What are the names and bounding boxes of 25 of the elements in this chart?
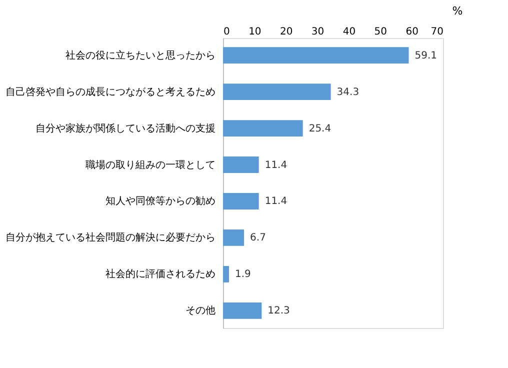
x-tick-label: 0 xyxy=(224,26,230,38)
x-tick-label: 10 xyxy=(248,26,262,38)
x-tick-label: 60 xyxy=(406,26,418,38)
data-label: 34.3 xyxy=(336,86,360,98)
data-label: 1.9 xyxy=(234,269,251,280)
data-label: 59.1 xyxy=(414,50,438,62)
y-tick-label: 自分や家族が関係している活動への支援 xyxy=(36,122,216,134)
data-label: 6.7 xyxy=(250,232,266,244)
x-tick-label: 50 xyxy=(374,26,388,38)
x-axis-title: % xyxy=(452,4,463,18)
x-tick-label: 30 xyxy=(311,26,324,38)
data-label: 25.4 xyxy=(308,123,332,134)
data-label: 11.4 xyxy=(264,160,288,171)
y-tick-label: 知人や同僚等からの勧め xyxy=(106,195,216,208)
x-tick-label: 20 xyxy=(280,26,293,38)
x-tick-label: 70 xyxy=(430,26,444,38)
y-tick-label: 社会的に評価されるため xyxy=(106,268,216,280)
x-tick-label: 40 xyxy=(342,26,356,38)
y-tick-label: 社会の役に立ちたいと思ったから xyxy=(66,49,216,62)
y-tick-label: 職場の取り組みの一環として xyxy=(86,158,216,171)
data-label: 12.3 xyxy=(268,306,290,317)
data-label: 11.4 xyxy=(264,196,288,208)
y-tick-label: その他 xyxy=(186,304,216,317)
y-tick-label: 自己啓発や自らの成長につながると考えるため xyxy=(6,86,216,98)
y-tick-label: 自分が抱えている社会問題の解決に必要だから xyxy=(6,232,216,244)
